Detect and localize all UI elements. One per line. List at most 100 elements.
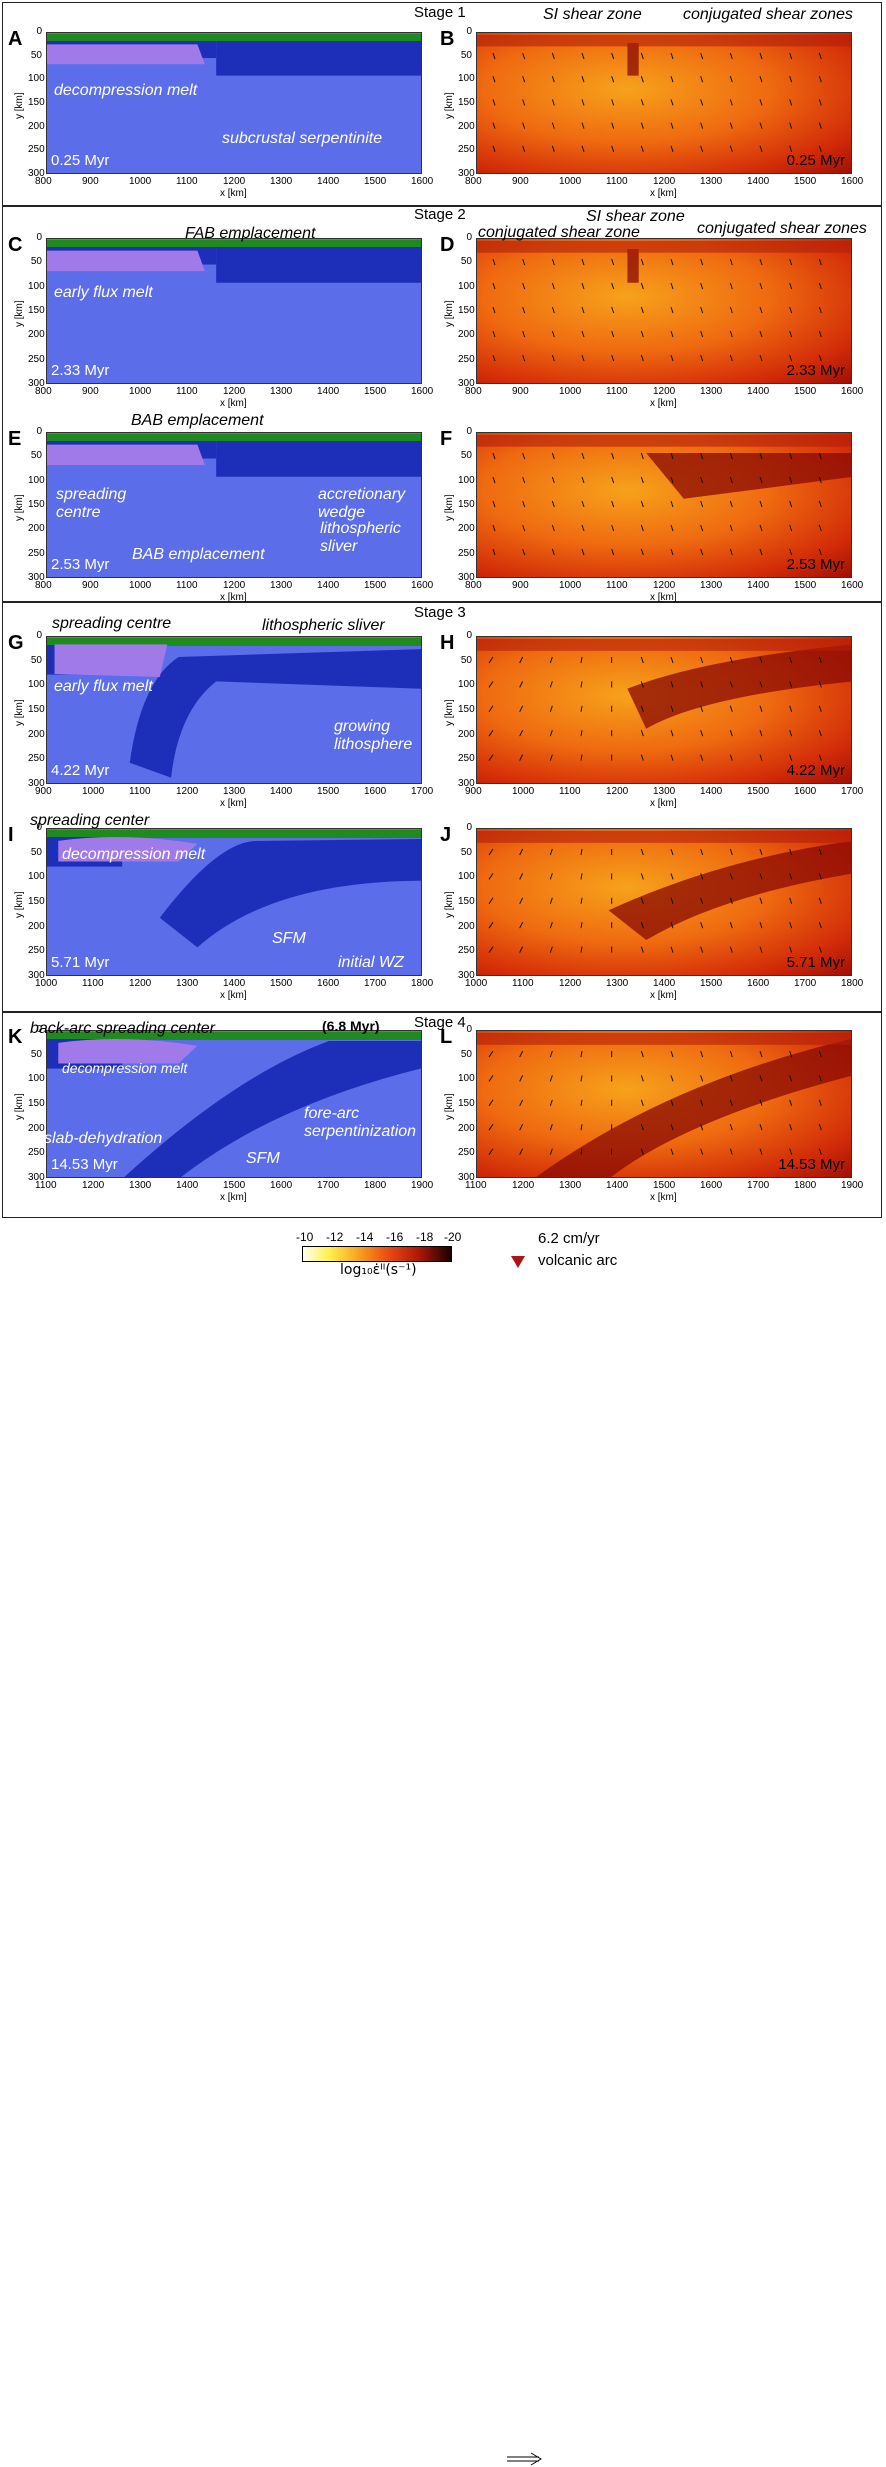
velocity-arrow [759,656,763,664]
velocity-arrow [519,921,524,929]
legend: -10 -12 -14 -16 -18 -20 log₁₀ε̇ᴵᴵ(s⁻¹) 6… [0,1218,886,2466]
y-tick-label: 300 [28,168,45,179]
y-tick-label: 300 [28,778,45,789]
stage-1-frame [2,2,882,206]
velocity-arrow [611,145,615,152]
velocity-arrow [759,730,763,737]
x-axis-label: x [km] [220,798,247,809]
y-tick-label: 150 [28,704,45,715]
slab-strain-band [646,453,851,499]
velocity-arrow [492,52,496,60]
velocity-arrow [789,730,793,737]
velocity-arrow [759,681,763,688]
velocity-arrow [670,1148,674,1155]
x-tick-label: 900 [512,580,529,591]
velocity-arrow [670,145,674,152]
velocity-arrow [488,656,494,664]
velocity-arrow [580,848,583,856]
velocity-arrow [640,258,644,266]
velocity-arrow [789,1148,793,1155]
x-tick-label: 1600 [411,176,434,187]
x-tick-label: 1500 [223,1180,246,1191]
velocity-arrow [580,754,583,761]
velocity-arrow [670,1075,674,1082]
velocity-arrow [549,873,553,880]
velocity-arrow [700,500,704,508]
velocity-arrow [670,122,674,129]
velocity-arrow [789,76,793,83]
velocity-arrow [789,1099,793,1106]
velocity-arrow [551,282,555,290]
panel-g-field [47,638,421,778]
slab-strain-band [627,43,639,76]
velocity-arrow [522,282,526,290]
velocity-arrow [700,282,704,290]
panel-k-field [47,1032,421,1177]
velocity-arrow [789,52,793,60]
panel-letter-j: J [440,824,452,846]
panel-letter-f: F [440,428,453,450]
velocity-arrow [759,476,763,484]
annotation-early-flux-melt-g: early flux melt [54,678,153,695]
velocity-arrow [581,306,585,314]
velocity-arrow [522,145,526,152]
velocity-arrow [729,548,733,556]
velocity-arrow [789,946,793,953]
x-tick-label: 900 [512,386,529,397]
velocity-arrow [818,258,822,266]
colorbar-tick: -10 [296,1230,314,1244]
velocity-arrow [759,1050,763,1058]
velocity-arrow [580,1050,583,1058]
velocity-arrow [581,76,585,83]
y-tick-label: 200 [458,728,475,740]
y-tick-label: 250 [28,1147,45,1159]
panel-g-time: 4.22 Myr [51,762,110,779]
x-tick-label: 1400 [606,1180,629,1191]
velocity-arrow [549,922,553,929]
crust-layer [47,240,421,248]
velocity-arrow [818,452,822,460]
velocity-arrow [759,754,763,761]
velocity-arrow [729,897,733,904]
velocity-arrow [580,1075,583,1082]
y-tick-label: 100 [458,679,475,691]
colorbar-label: log₁₀ε̇ᴵᴵ(s⁻¹) [340,1262,417,1278]
velocity-arrow [640,1148,644,1155]
lithosphere-strain-band [477,639,851,651]
velocity-arrow [789,656,793,664]
velocity-arrow [519,729,524,737]
velocity-arrow [759,524,763,532]
x-tick-label: 1500 [364,580,387,591]
panel-h-field [477,639,851,761]
velocity-arrow [670,1099,674,1106]
velocity-arrow [549,1099,553,1106]
panel-a-field [47,34,421,76]
velocity-arrow [549,705,553,712]
velocity-arrow [488,946,494,953]
velocity-arrow [818,705,822,712]
velocity-arrow [818,681,822,688]
y-tick-label: 0 [466,426,472,437]
velocity-arrow [640,705,644,712]
velocity-arrow [818,754,822,761]
x-tick-label: 1200 [82,1180,105,1191]
y-tick-label: 50 [460,846,472,858]
velocity-arrow [519,754,524,761]
x-axis-label: x [km] [220,398,247,409]
velocity-arrow [670,897,674,904]
panel-h-plot: 4.22 Myr [476,636,852,784]
velocity-arrow [640,873,644,880]
x-tick-label: 1300 [270,580,293,591]
colorbar-tick: -20 [444,1230,462,1244]
x-tick-label: 1300 [270,176,293,187]
slab-strain-band [627,644,851,729]
velocity-arrow [519,1075,524,1082]
velocity-arrow [492,500,496,508]
velocity-arrow [580,922,583,929]
velocity-arrow [581,548,585,556]
velocity-arrow [640,500,644,508]
velocity-scale-arrow-icon [507,2452,542,2466]
velocity-arrow [549,1124,553,1131]
velocity-arrow [519,1050,524,1058]
x-tick-label: 1700 [841,786,864,797]
